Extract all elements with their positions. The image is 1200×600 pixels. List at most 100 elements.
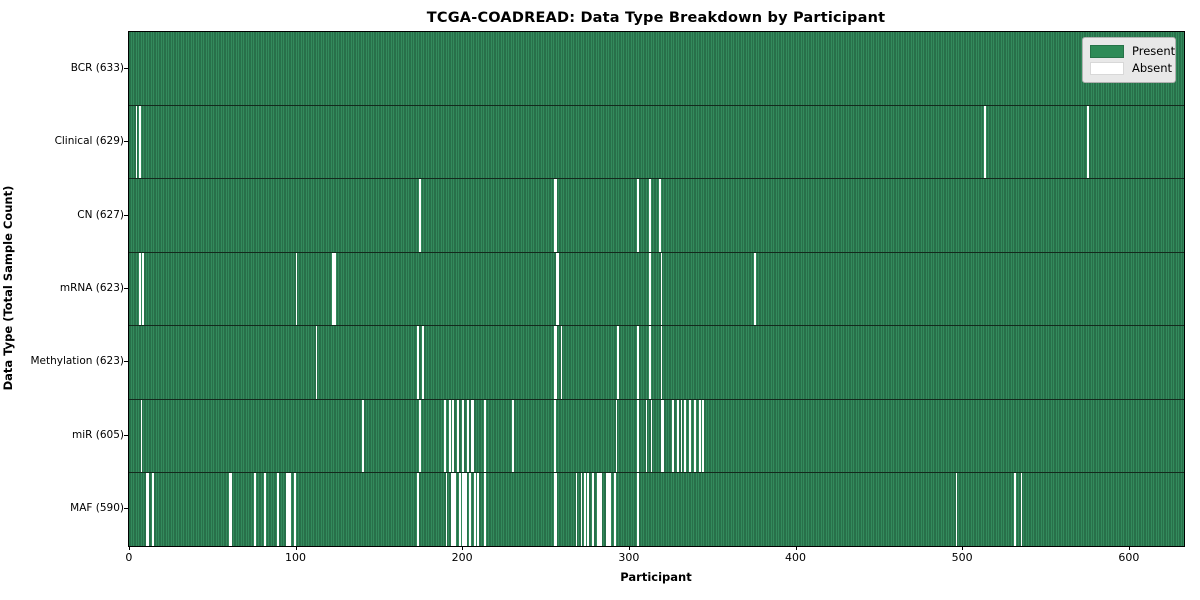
absent-cell bbox=[617, 326, 619, 399]
heatmap-row-maf bbox=[129, 472, 1184, 546]
heatmap-row-cn bbox=[129, 178, 1184, 252]
absent-cell bbox=[287, 473, 289, 546]
x-tick-mark bbox=[1128, 546, 1130, 550]
absent-cell bbox=[444, 399, 446, 473]
absent-cell bbox=[560, 326, 563, 399]
heatmap-row-bcr bbox=[129, 32, 1184, 105]
absent-cell bbox=[605, 473, 608, 546]
absent-cell bbox=[334, 252, 336, 326]
x-tick-label: 600 bbox=[1118, 551, 1140, 564]
x-tick-label: 100 bbox=[285, 551, 306, 564]
absent-cell bbox=[417, 326, 419, 399]
absent-cell bbox=[689, 399, 691, 473]
x-tick-label: 500 bbox=[951, 551, 973, 564]
x-tick-label: 300 bbox=[618, 551, 640, 564]
x-axis-label: Participant bbox=[620, 570, 692, 584]
y-tick-mark bbox=[124, 434, 128, 436]
y-axis-label: Data Type (Total Sample Count) bbox=[1, 185, 15, 391]
absent-cell bbox=[555, 252, 558, 326]
absent-cell bbox=[512, 399, 514, 473]
absent-cell bbox=[677, 399, 679, 473]
y-tick-mark bbox=[124, 67, 128, 69]
absent-cell bbox=[557, 252, 559, 326]
y-tick-label: Clinical (629) bbox=[54, 135, 124, 148]
heatmap-row-clinical bbox=[129, 104, 1184, 179]
absent-cell bbox=[754, 252, 756, 326]
absent-cell bbox=[477, 473, 479, 546]
x-tick-mark bbox=[295, 546, 297, 550]
absent-cell bbox=[277, 473, 279, 546]
absent-cell bbox=[445, 473, 448, 546]
y-tick-label: miR (605) bbox=[71, 428, 124, 441]
absent-cell bbox=[587, 473, 589, 546]
absent-cell bbox=[229, 473, 231, 546]
absent-cell bbox=[615, 399, 618, 473]
absent-cell bbox=[637, 399, 639, 473]
absent-cell bbox=[462, 473, 464, 546]
y-tick-mark bbox=[124, 214, 128, 216]
x-tick-mark bbox=[795, 546, 797, 550]
absent-cell bbox=[140, 399, 143, 473]
absent-cell bbox=[470, 399, 473, 473]
absent-cell bbox=[580, 473, 583, 546]
absent-cell bbox=[680, 399, 683, 473]
absent-cell bbox=[649, 326, 651, 399]
chart-title: TCGA-COADREAD: Data Type Breakdown by Pa… bbox=[426, 10, 886, 26]
absent-cell bbox=[614, 473, 616, 546]
absent-cell bbox=[702, 399, 704, 473]
absent-cell bbox=[264, 473, 266, 546]
absent-cell bbox=[637, 179, 639, 252]
absent-cell bbox=[450, 473, 453, 546]
absent-cell bbox=[142, 252, 144, 326]
absent-cell bbox=[254, 473, 256, 546]
absent-cell bbox=[984, 105, 986, 179]
absent-cell bbox=[459, 473, 461, 546]
absent-cell bbox=[1020, 473, 1023, 546]
absent-cell bbox=[464, 473, 466, 546]
x-tick-mark bbox=[962, 546, 964, 550]
absent-cell bbox=[332, 252, 334, 326]
x-tick-mark bbox=[462, 546, 464, 550]
legend-label-absent: Absent bbox=[1132, 60, 1173, 75]
present-swatch-icon bbox=[1090, 45, 1124, 58]
y-tick-label: Methylation (623) bbox=[30, 355, 124, 368]
absent-cell bbox=[230, 473, 233, 546]
absent-cell bbox=[484, 399, 486, 473]
absent-cell bbox=[660, 252, 663, 326]
absent-cell bbox=[145, 473, 148, 546]
y-tick-mark bbox=[124, 288, 128, 289]
absent-cell bbox=[662, 399, 664, 473]
absent-cell bbox=[554, 399, 556, 473]
heatmap-row-mrna bbox=[129, 251, 1184, 326]
absent-cell bbox=[555, 473, 558, 546]
absent-cell bbox=[462, 399, 464, 473]
absent-cell bbox=[955, 473, 958, 546]
heatmap-row-methylation bbox=[129, 325, 1184, 399]
y-tick-mark bbox=[124, 141, 128, 143]
y-tick-mark bbox=[124, 361, 128, 363]
absent-cell bbox=[684, 399, 686, 473]
absent-cell bbox=[592, 473, 594, 546]
absent-cell bbox=[599, 473, 601, 546]
absent-cell bbox=[583, 473, 586, 546]
absent-cell bbox=[454, 473, 456, 546]
absent-cell bbox=[555, 179, 558, 252]
absent-cell bbox=[607, 473, 609, 546]
absent-cell bbox=[135, 105, 138, 179]
legend-entry-absent: Absent bbox=[1090, 60, 1172, 77]
legend-label-present: Present bbox=[1132, 43, 1176, 58]
x-tick-mark bbox=[628, 546, 630, 550]
y-tick-mark bbox=[124, 508, 128, 510]
absent-cell bbox=[422, 326, 424, 399]
absent-cell bbox=[597, 473, 599, 546]
absent-cell bbox=[609, 473, 611, 546]
absent-cell bbox=[659, 179, 661, 252]
absent-cell bbox=[452, 399, 454, 473]
absent-cell bbox=[474, 473, 476, 546]
y-tick-label: MAF (590) bbox=[70, 502, 124, 515]
absent-cell bbox=[555, 326, 558, 399]
absent-cell bbox=[138, 105, 141, 179]
absent-cell bbox=[649, 179, 651, 252]
absent-cell bbox=[699, 399, 701, 473]
